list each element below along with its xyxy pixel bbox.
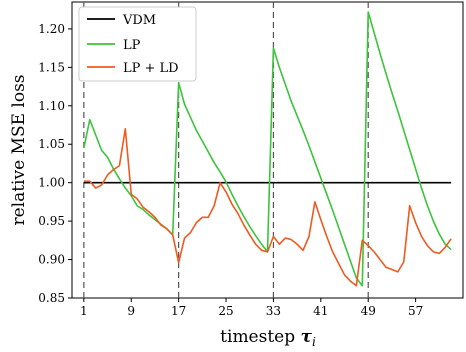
x-tick-label: 57 bbox=[408, 304, 423, 318]
y-axis-label: relative MSE loss bbox=[9, 74, 29, 225]
y-tick-label: 0.95 bbox=[38, 214, 65, 228]
y-tick-label: 1.00 bbox=[38, 176, 65, 190]
x-axis-label-subscript: i bbox=[312, 335, 316, 349]
y-tick-label: 1.05 bbox=[38, 137, 65, 151]
y-tick-label: 1.20 bbox=[38, 22, 65, 36]
series-line-lp-ld bbox=[83, 128, 452, 287]
y-axis-ticks: 0.85 0.90 0.95 1.00 1.05 1.10 1.15 1.20 bbox=[38, 22, 72, 305]
legend-box bbox=[78, 6, 197, 82]
x-axis-ticks: 1 9 17 25 33 41 49 57 bbox=[80, 298, 423, 318]
x-tick-label: 33 bbox=[266, 304, 281, 318]
y-tick-label: 1.15 bbox=[38, 60, 65, 74]
legend-label-lp-ld: LP + LD bbox=[123, 61, 179, 76]
x-tick-label: 49 bbox=[361, 304, 376, 318]
legend-label-vdm: VDM bbox=[122, 13, 156, 28]
legend-label-lp: LP bbox=[123, 38, 141, 53]
y-tick-label: 0.90 bbox=[38, 253, 65, 267]
y-tick-label: 0.85 bbox=[38, 291, 65, 305]
x-axis-label-symbol: τ bbox=[301, 327, 313, 347]
x-axis-label: timestep τi bbox=[220, 327, 316, 349]
x-tick-label: 17 bbox=[171, 304, 186, 318]
x-tick-label: 9 bbox=[127, 304, 135, 318]
series-layer bbox=[83, 11, 452, 287]
x-tick-label: 41 bbox=[313, 304, 328, 318]
x-axis-label-text: timestep bbox=[220, 327, 295, 347]
y-tick-label: 1.10 bbox=[38, 99, 65, 113]
plot-frame bbox=[71, 1, 464, 299]
legend: VDM LP LP + LD bbox=[78, 6, 197, 82]
x-tick-label: 25 bbox=[218, 304, 233, 318]
x-tick-label: 1 bbox=[80, 304, 88, 318]
